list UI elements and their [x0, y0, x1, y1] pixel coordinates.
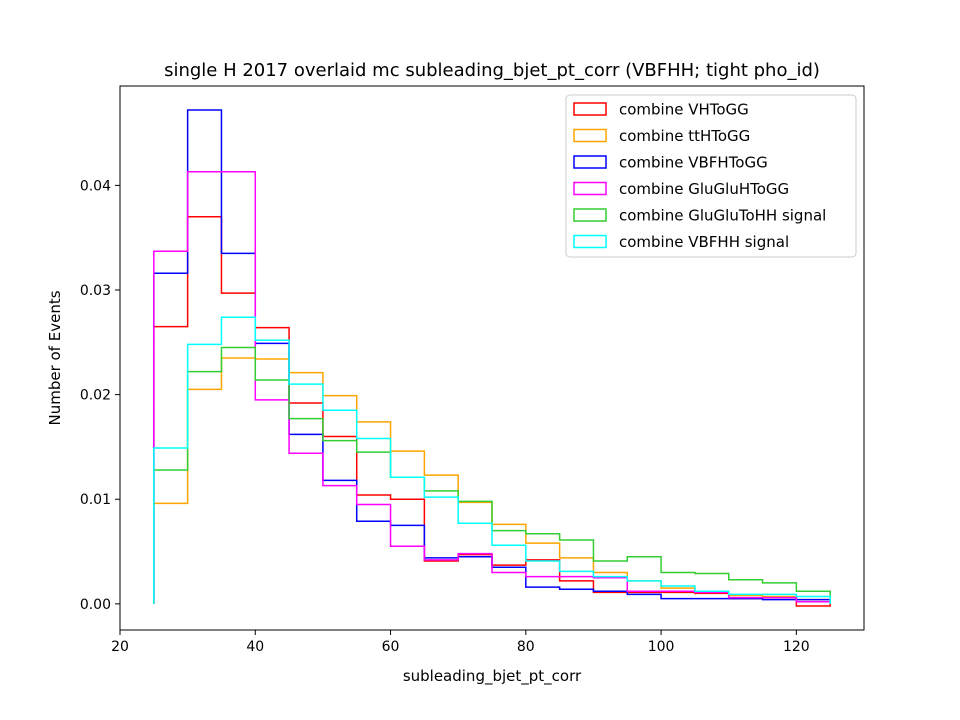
legend-label: combine ttHToGG — [619, 127, 750, 145]
legend-label: combine VBFHH signal — [619, 233, 789, 251]
legend-swatch — [573, 128, 607, 143]
histogram-step-line — [153, 316, 831, 604]
legend-label: combine VBFHToGG — [619, 154, 768, 172]
legend-swatch — [573, 102, 607, 116]
series-group — [153, 109, 831, 607]
histogram-step-line — [153, 346, 831, 604]
chart-title: single H 2017 overlaid mc subleading_bje… — [164, 60, 820, 81]
plot-area — [119, 85, 865, 631]
y-axis-label: Number of Events — [46, 290, 64, 425]
y-tick-label: 0.01 — [80, 492, 111, 508]
x-axis: 20 40 60 80 100 120 — [111, 630, 810, 655]
legend-swatch — [573, 155, 607, 169]
legend-label: combine GluGluHToGG — [619, 180, 789, 198]
legend-label: combine VHToGG — [619, 101, 749, 119]
histogram-step-line — [153, 171, 831, 604]
y-axis: 0.00 0.01 0.02 0.03 0.04 — [80, 178, 120, 613]
legend-box — [565, 94, 857, 258]
y-tick-label: 0.04 — [80, 178, 111, 194]
legend-swatch — [573, 181, 607, 196]
x-tick-label: 20 — [111, 639, 129, 655]
plot-frame — [119, 85, 865, 631]
y-tick-label: 0.00 — [80, 597, 111, 613]
x-tick-label: 80 — [517, 639, 535, 655]
x-axis-label: subleading_bjet_pt_corr — [403, 667, 582, 686]
x-tick-label: 120 — [783, 639, 810, 655]
series-combine-glugluhtogg — [153, 171, 831, 604]
legend-label: combine GluGluToHH signal — [619, 207, 826, 225]
x-tick-label: 60 — [382, 639, 400, 655]
x-tick-label: 100 — [648, 639, 675, 655]
legend: combine VHToGG combine ttHToGG combine VBF… — [565, 94, 857, 258]
y-tick-label: 0.02 — [80, 388, 111, 404]
legend-swatch — [573, 208, 607, 222]
legend-entries: combine VHToGG combine ttHToGG combine VBF… — [573, 101, 826, 251]
x-tick-label: 40 — [246, 639, 264, 655]
legend-swatch — [573, 234, 607, 249]
series-combine-vbfhh-signal — [153, 316, 831, 604]
y-tick-label: 0.03 — [80, 283, 111, 299]
series-combine-gluglutohh-signal — [153, 346, 831, 604]
